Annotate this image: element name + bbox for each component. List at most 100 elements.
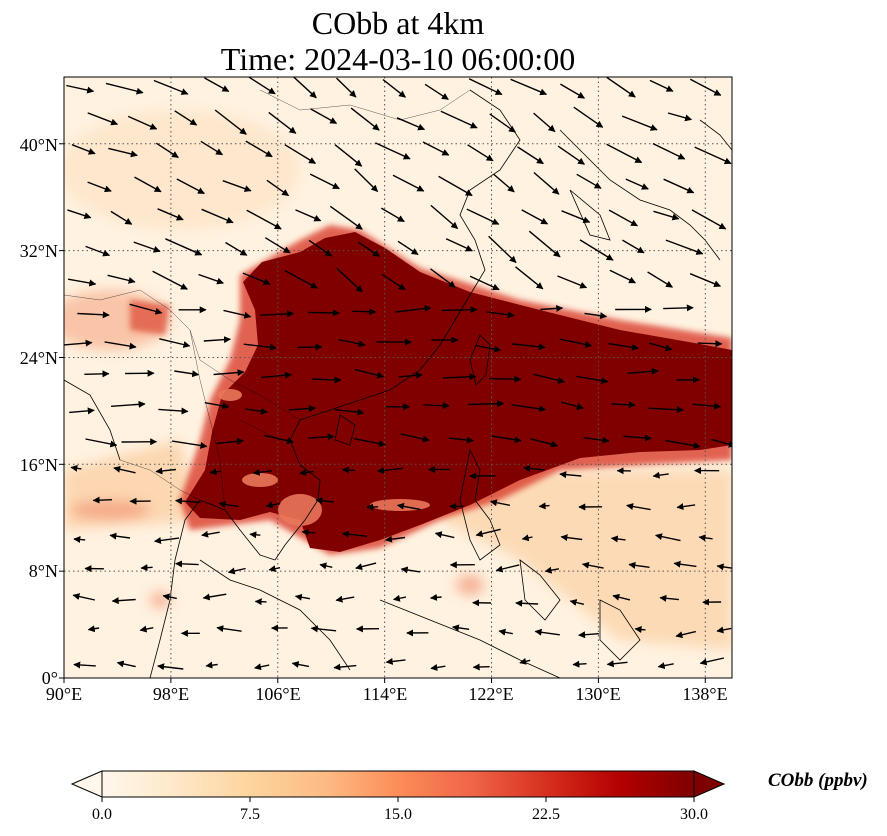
colorbar-tick-label: 22.5 xyxy=(532,806,560,823)
wind-arrow xyxy=(350,107,380,131)
wind-arrow xyxy=(533,373,565,384)
wind-arrow xyxy=(335,595,355,603)
wind-arrow xyxy=(493,173,515,193)
wind-arrow xyxy=(309,173,340,190)
wind-arrow xyxy=(655,533,681,542)
wind-arrow xyxy=(400,566,421,574)
wind-arrow xyxy=(397,240,419,256)
wind-arrow xyxy=(382,79,406,98)
wind-arrow xyxy=(292,77,317,99)
wind-arrow xyxy=(489,499,511,507)
wind-arrow xyxy=(336,267,363,293)
wind-arrow xyxy=(689,78,722,96)
lat-tick-label: 8°N xyxy=(28,561,58,581)
wind-arrow xyxy=(295,209,322,222)
wind-arrow xyxy=(557,145,585,165)
wind-arrow xyxy=(581,561,604,569)
map-title-line1: CObb at 4km xyxy=(311,5,485,41)
wind-arrow xyxy=(67,209,92,220)
wind-arrow xyxy=(87,625,100,633)
wind-arrow xyxy=(697,340,723,348)
wind-arrow xyxy=(158,407,189,415)
wind-arrow xyxy=(561,210,591,224)
wind-arrow xyxy=(254,598,267,606)
wind-arrow xyxy=(315,497,334,505)
colorbar-tick-label: 0.0 xyxy=(92,806,112,823)
wind-arrow xyxy=(621,115,658,131)
wind-arrow xyxy=(105,82,144,95)
wind-arrow xyxy=(610,535,626,543)
wind-arrow xyxy=(523,464,545,472)
wind-arrow xyxy=(665,439,701,449)
wind-arrow xyxy=(634,625,646,633)
wind-arrow xyxy=(579,239,614,261)
wind-arrow xyxy=(609,269,637,284)
wind-arrow xyxy=(468,78,503,96)
wind-arrow xyxy=(521,534,533,542)
wind-arrow xyxy=(611,401,636,409)
wind-arrow xyxy=(424,83,449,100)
wind-arrow xyxy=(69,407,95,415)
wind-arrow xyxy=(87,112,119,126)
colorbar-tick-label: 15.0 xyxy=(384,806,412,823)
wind-arrow xyxy=(307,433,335,441)
wind-arrow xyxy=(608,342,639,351)
wind-arrow xyxy=(319,562,333,570)
wind-arrow xyxy=(392,594,407,602)
wind-arrow xyxy=(354,368,385,379)
wind-arrow xyxy=(198,273,224,285)
wind-arrow xyxy=(73,661,96,669)
lon-tick-label: 114°E xyxy=(362,684,408,704)
colorbar-extend-low xyxy=(70,770,103,798)
wind-arrow xyxy=(127,115,158,130)
wind-arrow xyxy=(333,663,357,671)
wind-arrow xyxy=(652,142,686,160)
wind-arrow xyxy=(486,311,515,319)
wind-arrow xyxy=(243,343,277,351)
wind-arrow xyxy=(247,77,276,95)
wind-arrow xyxy=(249,531,261,539)
wind-vectors xyxy=(64,77,732,671)
wind-arrow xyxy=(260,310,295,318)
wind-arrow xyxy=(297,343,323,351)
wind-arrow xyxy=(430,204,459,230)
wind-arrow xyxy=(675,630,696,639)
wind-arrow xyxy=(338,339,366,348)
colorbar-label: CObb (ppbv) xyxy=(768,770,868,791)
wind-arrow xyxy=(268,111,297,134)
wind-arrow xyxy=(176,178,205,195)
wind-arrow xyxy=(448,436,474,444)
wind-arrow xyxy=(242,272,271,285)
wind-arrow xyxy=(576,173,602,189)
wind-arrow xyxy=(175,560,199,568)
wind-arrow xyxy=(495,564,520,573)
colorbar-extend-high xyxy=(693,770,726,798)
wind-arrow xyxy=(519,657,531,665)
wind-arrow xyxy=(223,309,252,319)
wind-arrow xyxy=(667,112,693,122)
wind-arrow xyxy=(85,245,111,257)
wind-arrow xyxy=(430,663,446,671)
wind-arrow xyxy=(171,440,208,449)
wind-arrow xyxy=(104,341,137,350)
wind-arrow xyxy=(70,464,82,472)
wind-arrow xyxy=(85,438,118,448)
wind-arrow xyxy=(396,502,421,511)
wind-arrow xyxy=(353,437,386,447)
wind-arrow xyxy=(334,144,363,167)
wind-arrow xyxy=(521,209,549,225)
wind-arrow xyxy=(716,626,732,634)
wind-arrow xyxy=(442,373,477,381)
lat-tick-label: 24°N xyxy=(19,348,58,368)
wind-arrow xyxy=(216,625,242,633)
wind-arrow xyxy=(216,437,244,445)
wind-arrow xyxy=(264,434,295,445)
wind-arrow xyxy=(663,178,695,194)
concentration-field xyxy=(64,77,732,678)
wind-arrow xyxy=(626,503,651,511)
wind-arrow xyxy=(445,238,473,252)
wind-arrow xyxy=(225,241,248,256)
wind-arrow xyxy=(252,468,272,476)
wind-arrow xyxy=(116,660,136,668)
wind-arrow xyxy=(560,534,583,542)
